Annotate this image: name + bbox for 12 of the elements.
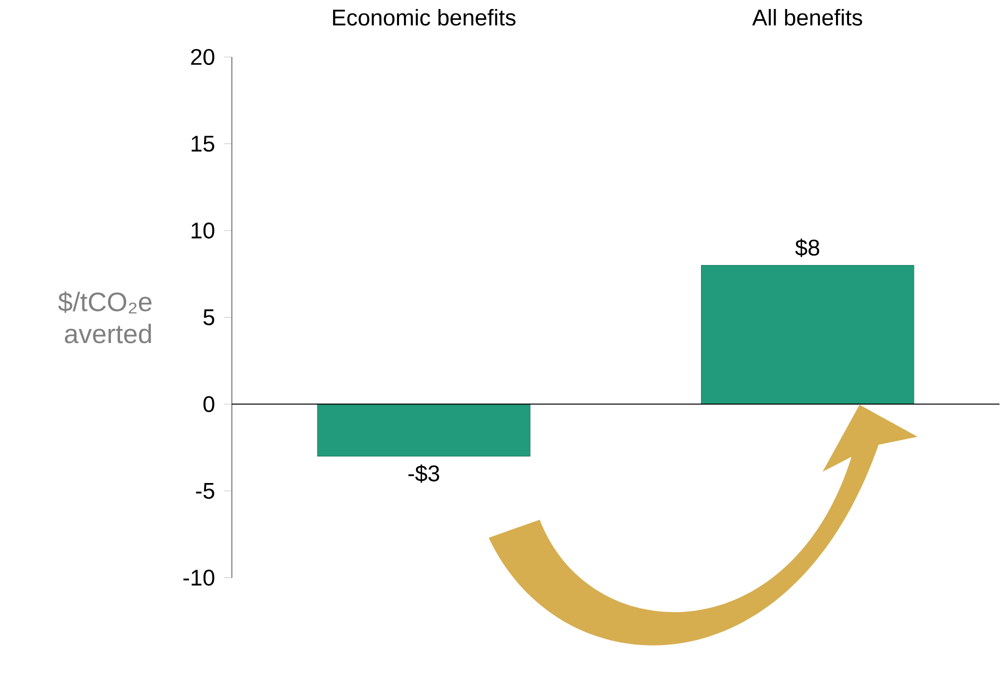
y-tick-label: 0 xyxy=(203,396,214,412)
y-axis-title: $/tCO₂e averted xyxy=(58,292,152,344)
y-tick-label: 5 xyxy=(203,310,214,326)
y-tick-label: 15 xyxy=(192,136,214,152)
data-label: -$3 xyxy=(408,464,440,483)
x-tick-label: Economic benefits xyxy=(333,9,516,26)
y-tick-label: -10 xyxy=(183,570,214,586)
y-tick-label: 20 xyxy=(191,49,214,66)
y-tick-label: -5 xyxy=(196,483,214,500)
y-tick-label: 10 xyxy=(192,222,214,239)
data-label: $8 xyxy=(795,238,820,258)
x-tick-label: All benefits xyxy=(752,9,862,26)
